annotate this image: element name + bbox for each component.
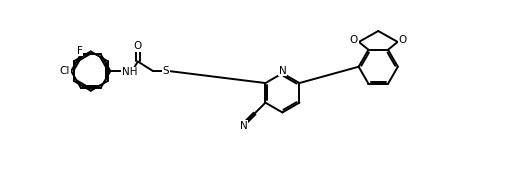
Text: F: F bbox=[77, 46, 83, 56]
Text: N: N bbox=[279, 66, 286, 76]
Text: O: O bbox=[134, 41, 142, 51]
Text: O: O bbox=[399, 35, 407, 45]
Text: O: O bbox=[349, 35, 358, 45]
Text: NH: NH bbox=[122, 67, 137, 77]
Text: S: S bbox=[163, 66, 170, 76]
Text: Cl: Cl bbox=[59, 66, 70, 76]
Text: N: N bbox=[240, 121, 248, 131]
